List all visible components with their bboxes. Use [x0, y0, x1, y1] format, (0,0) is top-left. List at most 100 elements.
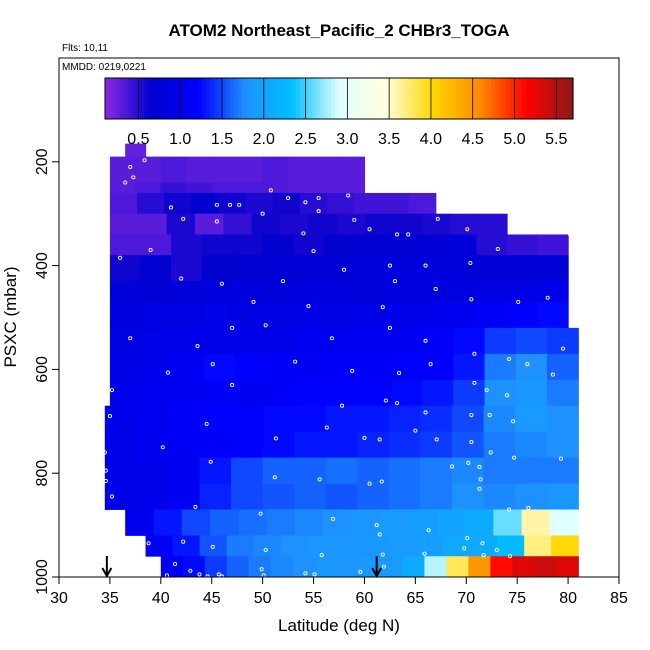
colorbar-swatch — [405, 78, 410, 119]
sample-point — [109, 494, 114, 499]
colorbar-swatch — [296, 78, 301, 119]
colorbar-swatch — [565, 78, 570, 119]
sample-point — [131, 175, 136, 180]
y-tick-label: 200 — [34, 148, 51, 175]
sample-point — [128, 164, 133, 170]
heatmap-cell — [294, 405, 327, 433]
heatmap-cell — [415, 234, 447, 256]
y-tick-label: 800 — [34, 460, 51, 487]
sample-point — [423, 263, 428, 268]
heatmap-cell — [262, 234, 294, 256]
heatmap-cell — [172, 535, 201, 557]
heatmap-cell — [203, 379, 236, 407]
y-tick-label: 400 — [34, 252, 51, 279]
heatmap-cell — [381, 192, 410, 215]
sample-point — [123, 180, 128, 185]
heatmap-cell — [313, 182, 340, 194]
sample-point — [387, 325, 392, 330]
sample-point — [195, 343, 200, 349]
heatmap-cell — [408, 509, 438, 536]
sample-point — [367, 227, 372, 232]
sample-point — [495, 246, 500, 252]
x-tick-label: 65 — [406, 590, 424, 607]
heatmap-cell — [172, 353, 205, 381]
sample-point — [377, 532, 382, 537]
heatmap-cell — [195, 213, 224, 235]
heatmap-cell — [515, 327, 548, 355]
sample-point — [466, 460, 471, 465]
sample-point — [329, 336, 334, 341]
colorbar-swatch — [366, 78, 371, 119]
sample-point — [422, 551, 427, 556]
sample-point — [568, 232, 573, 237]
sample-point — [168, 205, 174, 210]
colorbar-swatch — [339, 78, 344, 119]
colorbar-swatch — [319, 78, 324, 119]
colorbar-swatch — [537, 78, 543, 119]
colorbar-swatch — [487, 78, 492, 119]
heatmap-cell — [354, 281, 386, 303]
heatmap-cell — [465, 509, 494, 536]
colorbar-swatch — [358, 78, 363, 119]
heatmap-cell — [266, 353, 298, 381]
sample-point — [181, 216, 186, 221]
heatmap-cell — [476, 281, 508, 303]
heatmap-cell — [232, 301, 264, 329]
sample-point — [434, 437, 439, 442]
heatmap-cell — [537, 301, 569, 329]
sample-point — [397, 370, 402, 376]
colorbar-swatch — [155, 78, 161, 119]
sample-point — [214, 202, 219, 207]
colorbar-swatch — [456, 78, 461, 119]
heatmap-cells — [104, 143, 579, 578]
heatmap-cell — [323, 281, 355, 303]
heatmap-cell — [359, 353, 392, 381]
sample-point — [394, 401, 400, 406]
heatmap-cell — [293, 255, 325, 282]
colorbar-swatch — [545, 78, 551, 119]
heatmap-cell — [388, 483, 422, 510]
sample-point — [228, 202, 233, 207]
colorbar-swatch — [475, 78, 480, 119]
heatmap-cell — [390, 327, 423, 355]
heatmap-cell — [223, 213, 253, 235]
colorbar-swatch — [128, 78, 133, 119]
sample-point — [181, 539, 186, 544]
heatmap-cell — [167, 483, 201, 510]
sample-point — [472, 380, 477, 385]
sample-point — [219, 281, 224, 286]
colorbar-swatch — [510, 78, 516, 119]
sample-point — [316, 196, 321, 201]
heatmap-cell — [384, 301, 416, 329]
x-tick-label: 55 — [305, 590, 323, 607]
heatmap-cell — [234, 327, 267, 355]
sample-point — [469, 440, 474, 445]
sample-point — [102, 450, 107, 455]
heatmap-cell — [160, 182, 187, 194]
sample-point — [301, 231, 306, 236]
heatmap-cell — [294, 431, 327, 459]
heatmap-cell — [556, 556, 579, 578]
colorbar-swatch — [140, 78, 145, 119]
heatmap-cell — [336, 556, 360, 578]
colorbar-swatch — [210, 78, 215, 119]
heatmap-cell — [186, 182, 213, 194]
heatmap-cell — [537, 281, 569, 303]
heatmap-cell — [323, 234, 355, 256]
heatmap-cell — [512, 556, 535, 578]
sample-point — [462, 546, 467, 551]
sample-point — [148, 247, 153, 253]
heatmap-cell — [388, 405, 422, 433]
heatmap-cell — [445, 281, 478, 303]
sample-point — [165, 370, 170, 375]
sample-point — [358, 569, 363, 574]
heatmap-cell — [415, 281, 447, 303]
colorbar-swatch — [315, 78, 321, 119]
heatmap-cell — [272, 192, 301, 215]
sample-point — [260, 211, 265, 216]
colorbar-swatch — [534, 78, 539, 119]
colorbar-swatch — [350, 78, 356, 119]
sample-point — [468, 260, 473, 266]
colorbar: 0.5 1.0 1.5 2.0 2.5 3.0 3.5 4.0 4.5 5.0 5.5 — [104, 77, 574, 148]
sample-point — [118, 255, 123, 260]
